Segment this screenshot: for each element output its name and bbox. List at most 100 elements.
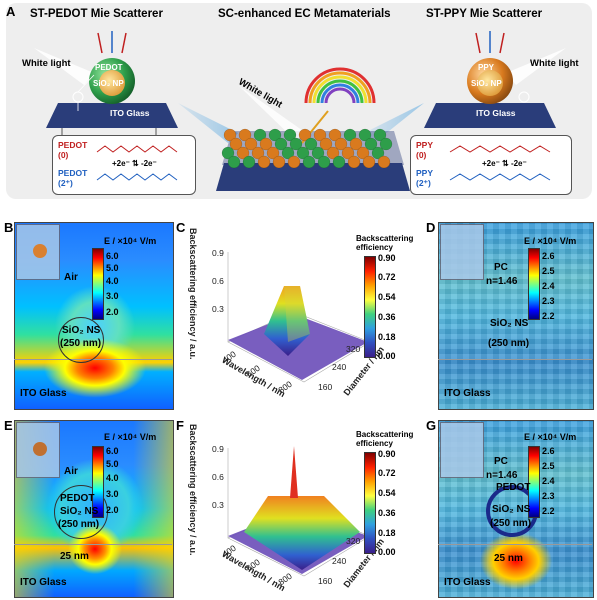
panel-label-b: B	[4, 220, 14, 235]
cbtick-f-5: 0.00	[378, 547, 396, 557]
metamaterial-particle	[317, 155, 331, 169]
unit-g: E / ×10⁴ V/m	[524, 432, 577, 442]
metamaterial-particle	[257, 155, 271, 169]
cb-title-c: Backscattering efficiency	[356, 234, 414, 252]
metamaterial-particle	[334, 137, 348, 151]
tick-e-1: 5.0	[106, 459, 119, 469]
inset-sphere-e	[33, 442, 47, 456]
left-scatter-arrow-red	[97, 32, 103, 54]
glass-e: ITO Glass	[20, 577, 67, 588]
tick-g-2: 2.4	[542, 476, 555, 486]
glass-g: ITO Glass	[444, 577, 491, 588]
tick-d-0: 2.6	[542, 251, 555, 261]
metamaterial-particle	[298, 128, 312, 142]
panel-label-a: A	[6, 4, 16, 19]
sphere-d: SiO₂ NS	[490, 318, 529, 329]
metamaterial-particle	[244, 137, 258, 151]
right-ito-label: ITO Glass	[476, 108, 516, 118]
ytick-c-1: 240	[332, 362, 347, 372]
pedot-e: PEDOT	[60, 493, 95, 504]
panel-label-c: C	[176, 220, 186, 235]
inset-sphere-b	[33, 244, 47, 258]
panel-a-illustration	[34, 31, 566, 191]
ppy-redox-label: +2e⁻ ⇅ -2e⁻	[482, 159, 527, 168]
metamaterial-particle	[379, 137, 393, 151]
ppy-2-label: PPY (2⁺)	[416, 168, 434, 188]
cbtick-f-3: 0.36	[378, 508, 396, 518]
metamaterial-particle	[289, 137, 303, 151]
left-white-light-label: White light	[22, 58, 71, 69]
unit-b: E / ×10⁴ V/m	[104, 236, 157, 246]
cbtick-f-1: 0.72	[378, 468, 396, 478]
ztick-c-0: 0.9	[212, 248, 224, 258]
metamaterial-particle	[268, 128, 282, 142]
metamaterial-particle	[283, 128, 297, 142]
n-g: n=1.46	[486, 470, 518, 481]
cbtick-c-3: 0.36	[378, 312, 396, 322]
pedot-0-label: PEDOT (0)	[58, 140, 88, 160]
metamaterial-particle	[274, 137, 288, 151]
center-substrate	[216, 163, 410, 191]
ytick-c-0: 320	[346, 344, 361, 354]
right-white-light-label: White light	[530, 58, 579, 69]
metamaterial-particle	[302, 155, 316, 169]
surface-plateau-f	[244, 496, 360, 570]
ppy-chem-box	[410, 135, 572, 195]
right-sio2-label: SiO₂ NP	[471, 79, 502, 88]
glass-interface-d	[438, 359, 592, 360]
metamaterial-particle	[272, 155, 286, 169]
metamaterial-particle	[356, 146, 370, 160]
cb-title-f: Backscattering efficiency	[356, 430, 414, 448]
metamaterial-particle	[296, 146, 310, 160]
tick-g-1: 2.5	[542, 461, 555, 471]
metamaterial-particle	[229, 137, 243, 151]
tick-e-2: 4.0	[106, 473, 119, 483]
cbtick-c-5: 0.00	[378, 351, 396, 361]
tick-g-4: 2.2	[542, 506, 555, 516]
pedot-chem-box	[52, 135, 196, 195]
unit-e: E / ×10⁴ V/m	[104, 432, 157, 442]
sphere-outline-e	[54, 485, 108, 539]
pedot-redox-label: +2e⁻ ⇅ -2e⁻	[112, 159, 157, 168]
size-b: (250 nm)	[60, 338, 102, 349]
cbtick-f-2: 0.54	[378, 488, 396, 498]
metamaterial-particle	[266, 146, 280, 160]
pedot-2-label: PEDOT (2⁺)	[58, 168, 88, 188]
cbtick-c-4: 0.18	[378, 332, 396, 342]
tick-e-3: 3.0	[106, 489, 119, 499]
metamaterial-particle	[326, 146, 340, 160]
tick-e-0: 6.0	[106, 446, 119, 456]
metamaterial-particle	[328, 128, 342, 142]
left-ito-substrate	[46, 103, 178, 128]
air-e: Air	[64, 466, 78, 477]
tick-b-4: 2.0	[106, 307, 119, 317]
panel-label-f: F	[176, 418, 184, 433]
panel-label-d: D	[426, 220, 436, 235]
metamaterial-particle	[311, 146, 325, 160]
colorbar-e	[92, 446, 104, 518]
metamaterial-particle	[253, 128, 267, 142]
cbtick-c-0: 0.90	[378, 253, 396, 263]
size-e: (250 nm)	[58, 519, 100, 530]
metamaterial-particle	[373, 128, 387, 142]
inset-schematic-g	[440, 422, 484, 478]
right-voltage-source	[518, 91, 530, 103]
cbtick-f-4: 0.18	[378, 528, 396, 538]
pc-g: PC	[494, 456, 508, 467]
metamaterial-particle	[287, 155, 301, 169]
gap-g: 25 nm	[494, 553, 523, 564]
panel-label-e: E	[4, 418, 13, 433]
ytick-c-2: 160	[318, 382, 333, 392]
tick-e-4: 2.0	[106, 505, 119, 515]
metamaterial-particle	[281, 146, 295, 160]
ztick-f-1: 0.6	[212, 472, 224, 482]
glass-interface-g	[438, 544, 592, 545]
metamaterial-particle	[341, 146, 355, 160]
ytick-f-1: 240	[332, 556, 347, 566]
surface-plot-c	[227, 252, 371, 383]
surface-spike-f	[290, 446, 298, 498]
right-title: ST-PPY Mie Scatterer	[426, 8, 543, 20]
metamaterial-particle	[362, 155, 376, 169]
sphere-b: SiO₂ NS	[62, 325, 101, 336]
metamaterial-particle	[304, 137, 318, 151]
